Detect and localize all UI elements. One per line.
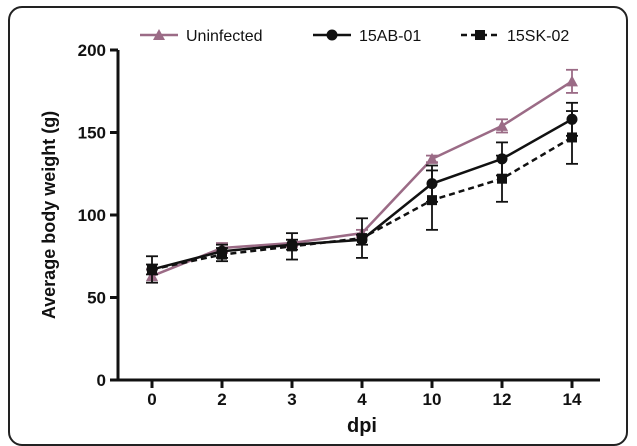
y-tick-label: 0 [97, 371, 106, 390]
data-point [427, 195, 437, 206]
data-point [497, 173, 507, 184]
x-tick-label: 0 [147, 390, 156, 409]
legend-label: 15AB-01 [359, 28, 421, 45]
series-group [146, 68, 578, 284]
data-point [357, 233, 367, 244]
data-point [217, 249, 227, 260]
x-tick-label: 10 [423, 390, 442, 409]
x-tick-label: 4 [357, 390, 367, 409]
y-tick-label: 200 [78, 41, 106, 60]
x-tick-label: 3 [287, 390, 296, 409]
x-axis-label: dpi [347, 415, 377, 437]
legend-marker [153, 29, 165, 40]
legend-label: 15SK-02 [507, 28, 569, 45]
data-point [566, 75, 578, 87]
legend: Uninfected 15AB-01 15SK-02 [140, 28, 569, 45]
data-point [567, 132, 577, 143]
data-point [147, 264, 157, 275]
x-tick-label: 12 [493, 390, 512, 409]
y-axis-label: Average body weight (g) [39, 111, 59, 319]
data-point [426, 152, 438, 164]
series-15sk-02 [146, 110, 578, 284]
y-tick-label: 50 [87, 289, 106, 308]
data-point [496, 119, 508, 131]
y-ticks: 0 50 100 150 200 [78, 41, 118, 390]
x-tick-label: 14 [563, 390, 582, 409]
data-point [287, 241, 297, 252]
legend-marker [475, 30, 485, 40]
y-tick-label: 100 [78, 206, 106, 225]
x-tick-label: 2 [217, 390, 226, 409]
legend-label: Uninfected [186, 28, 263, 45]
y-tick-label: 150 [78, 124, 106, 143]
figure-frame [8, 6, 628, 446]
legend-marker [326, 29, 338, 41]
x-ticks: 0 2 3 4 10 12 14 [147, 380, 582, 409]
